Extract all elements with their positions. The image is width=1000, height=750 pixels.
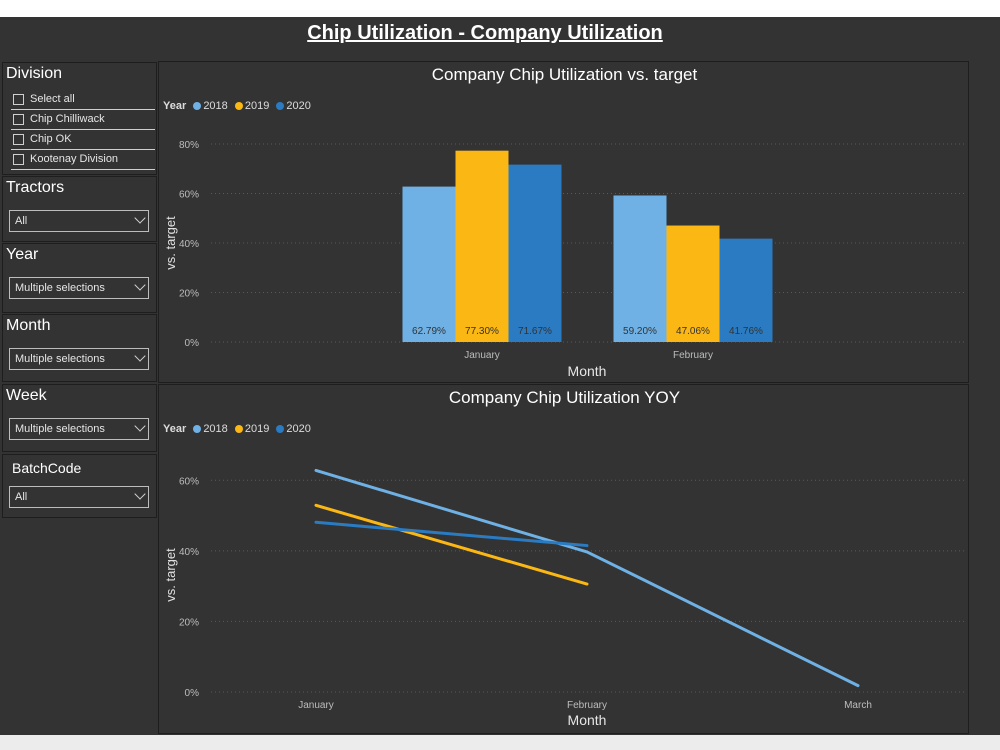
month-slicer-title: Month bbox=[6, 317, 51, 334]
data-label: 71.67% bbox=[518, 326, 552, 337]
week-dropdown[interactable]: Multiple selections bbox=[9, 418, 149, 440]
bottom-strip bbox=[0, 735, 1000, 750]
data-label: 41.76% bbox=[729, 326, 763, 337]
y-axis-label: vs. target bbox=[163, 548, 178, 602]
bar bbox=[613, 195, 667, 342]
y-tick-label: 60% bbox=[179, 476, 199, 487]
year-slicer: Year Multiple selections bbox=[2, 243, 157, 313]
batchcode-dropdown[interactable]: All bbox=[9, 486, 149, 508]
x-tick-label: March bbox=[844, 700, 872, 711]
checkbox-icon[interactable] bbox=[13, 94, 24, 105]
legend-marker-icon bbox=[234, 425, 243, 433]
series-line-2019 bbox=[314, 503, 589, 586]
x-axis-label: Month bbox=[568, 712, 607, 728]
division-item-chip-ok[interactable]: Chip OK bbox=[11, 131, 155, 150]
division-item-label: Kootenay Division bbox=[30, 153, 119, 165]
division-item-select-all[interactable]: Select all bbox=[11, 91, 155, 110]
line-chart-plot: 0% 20% 40% 60% vs. target January February Marc… bbox=[163, 468, 964, 728]
legend-item-2019[interactable]: 2019 bbox=[244, 423, 270, 435]
month-dropdown-value: Multiple selections bbox=[15, 353, 105, 365]
y-tick-label: 0% bbox=[185, 338, 200, 349]
legend-marker-icon bbox=[276, 102, 285, 110]
tractors-dropdown[interactable]: All bbox=[9, 210, 149, 232]
division-item-label: Chip Chilliwack bbox=[30, 113, 105, 125]
division-item-label: Select all bbox=[30, 93, 75, 105]
data-label: 62.79% bbox=[412, 326, 446, 337]
x-tick-label: February bbox=[567, 700, 607, 711]
y-tick-label: 80% bbox=[179, 140, 199, 151]
legend-item-2018[interactable]: 2018 bbox=[203, 100, 228, 112]
series-line-2018 bbox=[314, 468, 860, 688]
batchcode-dropdown-value: All bbox=[15, 491, 28, 503]
bar-chart-legend: Year 2018 2019 2020 bbox=[163, 100, 311, 112]
tractors-slicer-title: Tractors bbox=[6, 179, 65, 196]
tractors-dropdown-value: All bbox=[15, 215, 28, 227]
line-chart-panel: Company Chip Utilization YOY Year 2018 2… bbox=[158, 384, 969, 734]
batchcode-slicer-title: BatchCode bbox=[12, 460, 82, 476]
legend-item-2019[interactable]: 2019 bbox=[244, 100, 270, 112]
line-chart-title: Company Chip Utilization YOY bbox=[448, 388, 681, 407]
chevron-down-icon[interactable] bbox=[134, 350, 146, 362]
legend-marker-icon bbox=[276, 425, 285, 433]
bar bbox=[455, 150, 509, 342]
x-tick-label: January bbox=[298, 700, 334, 711]
division-slicer-title: Division bbox=[6, 65, 63, 82]
bar bbox=[402, 186, 456, 342]
legend-item-2020[interactable]: 2020 bbox=[286, 100, 311, 112]
week-slicer: Week Multiple selections bbox=[2, 384, 157, 452]
y-tick-label: 40% bbox=[179, 239, 199, 250]
legend-marker-icon bbox=[193, 102, 202, 110]
checkbox-icon[interactable] bbox=[13, 154, 24, 165]
bar-chart-plot: 0% 20% 40% 60% 80% vs. target Month 62.79% 77.30… bbox=[163, 140, 964, 379]
chevron-down-icon[interactable] bbox=[134, 420, 146, 432]
batchcode-slicer: BatchCode All bbox=[2, 454, 157, 518]
x-axis-label: Month bbox=[568, 363, 607, 379]
chevron-down-icon[interactable] bbox=[134, 212, 146, 224]
x-tick-label: February bbox=[673, 350, 713, 361]
week-slicer-title: Week bbox=[6, 387, 47, 404]
division-item-chip-chilliwack[interactable]: Chip Chilliwack bbox=[11, 111, 155, 130]
division-item-kootenay[interactable]: Kootenay Division bbox=[11, 151, 155, 170]
division-slicer: Division Select all Chip Chilliwack Chip… bbox=[2, 62, 157, 175]
data-label: 77.30% bbox=[465, 326, 499, 337]
legend-title: Year bbox=[163, 423, 187, 435]
chevron-down-icon[interactable] bbox=[134, 279, 146, 291]
legend-title: Year bbox=[163, 100, 187, 112]
data-label: 59.20% bbox=[623, 326, 657, 337]
month-slicer: Month Multiple selections bbox=[2, 314, 157, 382]
y-tick-label: 60% bbox=[179, 190, 199, 201]
bar bbox=[719, 238, 773, 342]
bar bbox=[508, 164, 562, 342]
month-dropdown[interactable]: Multiple selections bbox=[9, 348, 149, 370]
y-tick-label: 40% bbox=[179, 547, 199, 558]
bar-chart-panel: Company Chip Utilization vs. target Year… bbox=[158, 61, 969, 383]
tractors-slicer: Tractors All bbox=[2, 176, 157, 242]
division-item-label: Chip OK bbox=[30, 133, 72, 145]
page-title: Chip Utilization - Company Utilization bbox=[307, 22, 663, 44]
bar bbox=[666, 225, 720, 342]
y-tick-label: 20% bbox=[179, 617, 199, 628]
y-axis-label: vs. target bbox=[163, 216, 178, 270]
bar-chart-title: Company Chip Utilization vs. target bbox=[431, 65, 698, 84]
chevron-down-icon[interactable] bbox=[134, 488, 146, 500]
y-tick-label: 0% bbox=[185, 688, 200, 699]
checkbox-icon[interactable] bbox=[13, 114, 24, 125]
x-tick-label: January bbox=[464, 350, 500, 361]
year-dropdown[interactable]: Multiple selections bbox=[9, 277, 149, 299]
year-dropdown-value: Multiple selections bbox=[15, 282, 105, 294]
y-tick-label: 20% bbox=[179, 289, 199, 300]
line-chart-legend: Year 2018 2019 2020 bbox=[163, 423, 311, 435]
legend-item-2020[interactable]: 2020 bbox=[286, 423, 311, 435]
series-line-2020 bbox=[314, 520, 589, 548]
week-dropdown-value: Multiple selections bbox=[15, 423, 105, 435]
checkbox-icon[interactable] bbox=[13, 134, 24, 145]
legend-marker-icon bbox=[193, 425, 202, 433]
data-label: 47.06% bbox=[676, 326, 710, 337]
legend-item-2018[interactable]: 2018 bbox=[203, 423, 228, 435]
legend-marker-icon bbox=[234, 102, 243, 110]
year-slicer-title: Year bbox=[6, 246, 39, 263]
